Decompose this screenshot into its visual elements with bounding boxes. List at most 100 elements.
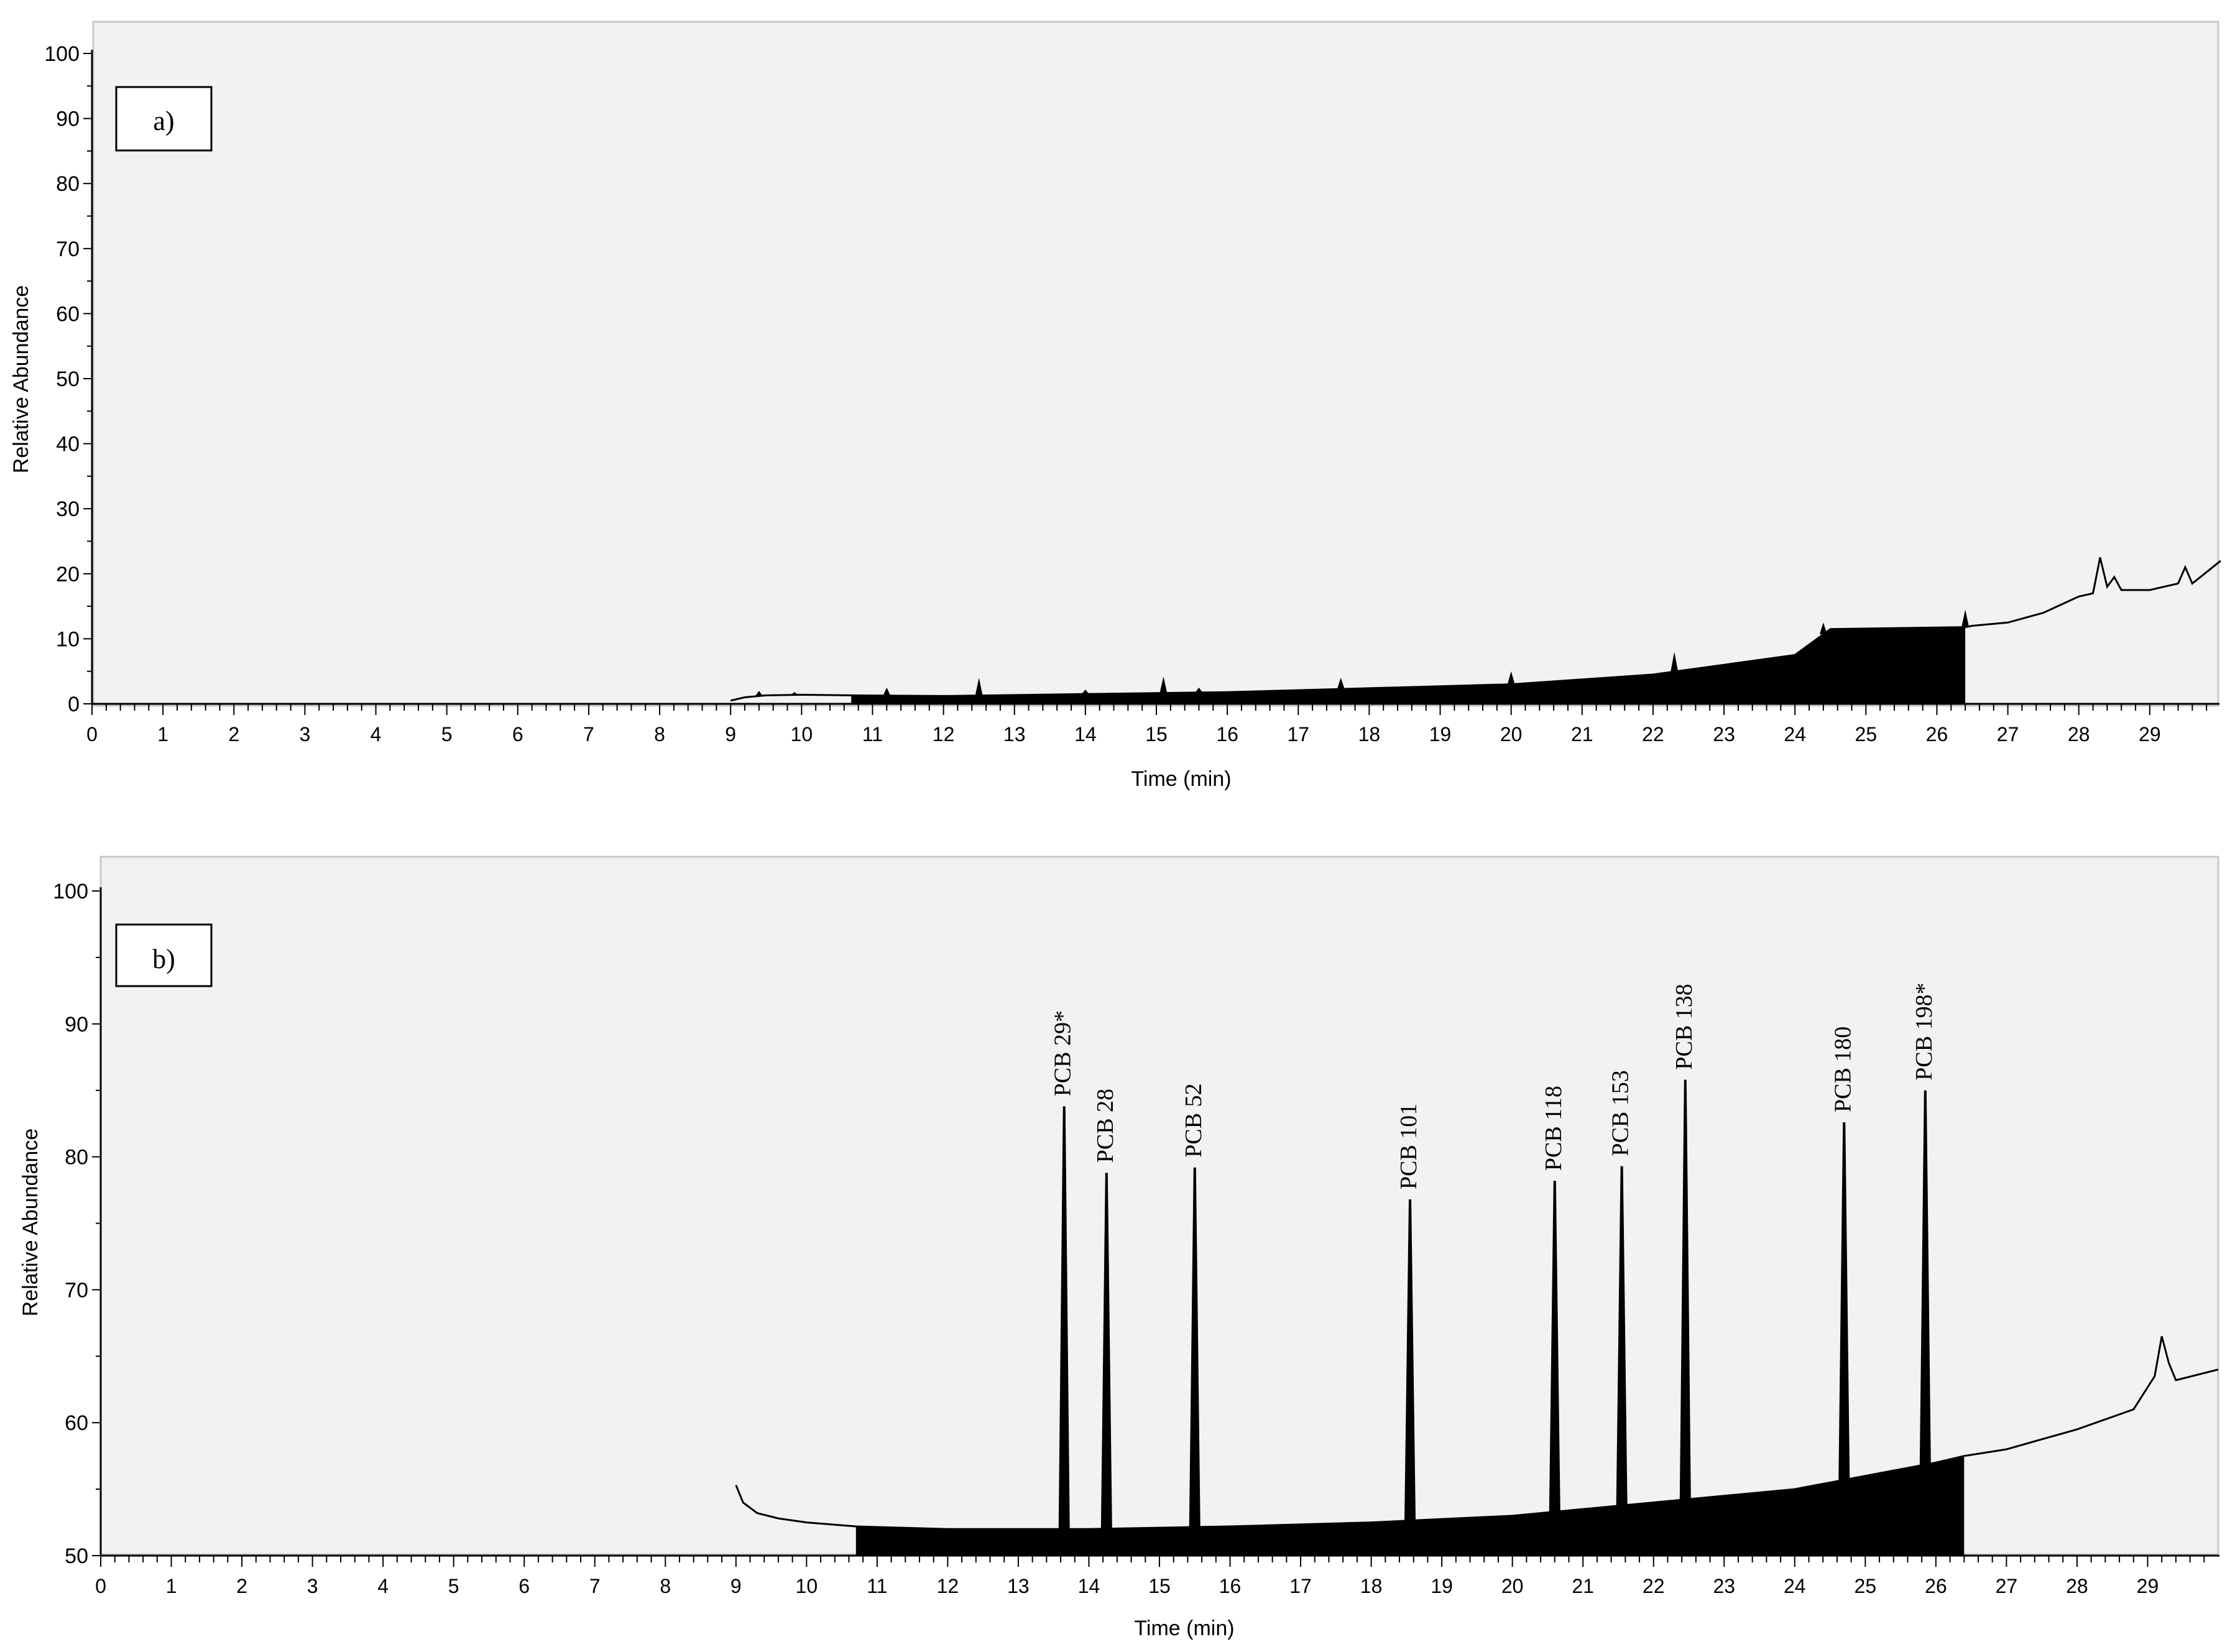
y-tick-label: 20 — [56, 563, 80, 586]
peak-label: PCB 101 — [1396, 1104, 1422, 1189]
y-axis-title: Relative Abundance — [9, 285, 33, 473]
peak-label: PCB 52 — [1181, 1083, 1207, 1157]
x-tick-label: 15 — [1145, 723, 1168, 745]
minor-peak — [755, 691, 763, 696]
x-tick-label: 16 — [1216, 723, 1238, 745]
x-tick-label: 2 — [228, 723, 239, 745]
y-axis-title: Relative Abundance — [19, 1128, 42, 1316]
peak-label: PCB 138 — [1671, 984, 1697, 1069]
x-tick-label: 25 — [1855, 1575, 1877, 1597]
panel-label-box — [115, 923, 213, 987]
peak-pcb52 — [1189, 1167, 1200, 1528]
minor-peak — [1159, 676, 1168, 693]
y-tick-label: 0 — [68, 693, 80, 716]
y-tick-label: 100 — [53, 880, 88, 903]
x-tick-label: 12 — [933, 723, 955, 745]
plot-area-a — [92, 21, 2219, 707]
y-tick-label: 70 — [56, 238, 80, 261]
x-tick-label: 18 — [1358, 723, 1381, 745]
y-tick-label: 90 — [65, 1013, 88, 1036]
x-tick-label: 0 — [86, 723, 98, 745]
x-tick-label: 15 — [1148, 1575, 1171, 1597]
peak-label: PCB 28 — [1092, 1089, 1118, 1163]
x-axis-title: Time (min) — [1134, 1617, 1234, 1640]
y-tick-label: 70 — [65, 1278, 88, 1302]
x-tick-label: 4 — [371, 723, 382, 745]
peak-label: PCB 118 — [1541, 1086, 1567, 1171]
x-tick-label: 12 — [937, 1575, 959, 1597]
x-tick-label: 19 — [1429, 723, 1452, 745]
y-tick-label: 10 — [56, 627, 80, 651]
x-tick-label: 17 — [1287, 723, 1309, 745]
peak-label: PCB 180 — [1830, 1027, 1856, 1112]
filled-peak-region-a — [851, 627, 1966, 704]
peak-pcb29 — [1058, 1106, 1070, 1530]
x-tick-label: 3 — [300, 723, 311, 745]
chart-panel-a: 0 1 2 3 4 5 6 7 8 9 10 11 12 13 14 15 16 17 18 19 20 21 22 23 24… — [9, 21, 2221, 791]
x-tick-label: 23 — [1713, 1575, 1735, 1597]
x-tick-label: 4 — [377, 1575, 389, 1597]
x-tick-label: 24 — [1784, 1575, 1806, 1597]
panel-label-box — [115, 86, 213, 152]
x-tick-label: 28 — [2066, 1575, 2088, 1597]
x-tick-label: 1 — [157, 723, 168, 745]
x-tick-label: 29 — [2137, 1575, 2159, 1597]
chart-panel-b: PCB 29* PCB 28 PCB 52 PCB 101 PCB 118 PCB 153… — [19, 856, 2219, 1640]
peak-pcb180 — [1838, 1122, 1850, 1480]
x-tick-label: 25 — [1855, 723, 1878, 745]
x-tick-label: 19 — [1431, 1575, 1453, 1597]
y-tick-label: 50 — [56, 367, 80, 391]
y-tick-label: 80 — [65, 1146, 88, 1170]
minor-peak — [883, 687, 891, 696]
x-tick-label: 21 — [1571, 723, 1593, 745]
x-tick-label: 2 — [236, 1575, 247, 1597]
x-tick-label: 20 — [1501, 1575, 1524, 1597]
y-tick-label: 40 — [56, 433, 80, 456]
x-tick-label: 27 — [1997, 723, 2019, 745]
y-tick-label: 50 — [65, 1544, 88, 1568]
x-tick-label: 3 — [307, 1575, 318, 1597]
x-tick-label: 11 — [867, 1575, 887, 1597]
x-tick-label: 1 — [166, 1575, 177, 1597]
peak-label: PCB 198* — [1911, 982, 1937, 1080]
y-tick-label: 30 — [56, 497, 80, 521]
x-tick-label: 7 — [583, 723, 594, 745]
x-tick-label: 13 — [1007, 1575, 1030, 1597]
minor-peak — [1337, 678, 1345, 690]
x-tick-label: 14 — [1074, 723, 1097, 745]
x-tick-label: 18 — [1360, 1575, 1383, 1597]
x-tick-label: 28 — [2068, 723, 2090, 745]
y-tick-label: 60 — [56, 302, 80, 326]
minor-peak — [975, 678, 983, 696]
minor-peak — [1961, 609, 1970, 627]
minor-peak — [1819, 622, 1827, 635]
x-tick-label: 6 — [512, 723, 523, 745]
x-tick-label: 11 — [862, 723, 883, 745]
minor-peak — [1670, 652, 1679, 672]
x-tick-label: 14 — [1078, 1575, 1100, 1597]
x-tick-label: 0 — [95, 1575, 106, 1597]
peak-pcb28 — [1100, 1173, 1112, 1529]
peak-label: PCB 153 — [1608, 1070, 1634, 1156]
baseline-trace-b — [735, 1336, 2219, 1530]
x-tick-label: 6 — [518, 1575, 530, 1597]
x-tick-label: 7 — [589, 1575, 601, 1597]
minor-peak — [1195, 687, 1203, 693]
x-tick-label: 9 — [725, 723, 736, 745]
x-tick-label: 22 — [1642, 723, 1664, 745]
y-tick-label: 100 — [44, 42, 80, 66]
x-tick-label: 23 — [1713, 723, 1735, 745]
peak-pcb101 — [1404, 1199, 1416, 1521]
x-tick-label: 26 — [1926, 723, 1948, 745]
x-tick-label: 27 — [1996, 1575, 2018, 1597]
peak-pcb153 — [1616, 1166, 1628, 1506]
minor-peak — [1081, 689, 1089, 694]
x-axis-title: Time (min) — [1131, 767, 1231, 791]
x-tick-label: 8 — [654, 723, 665, 745]
plot-area-b — [99, 856, 2219, 1556]
peak-pcb118 — [1549, 1181, 1560, 1512]
peak-label: PCB 29* — [1050, 1010, 1076, 1096]
minor-peak — [790, 692, 798, 695]
y-tick-label: 80 — [56, 172, 80, 196]
